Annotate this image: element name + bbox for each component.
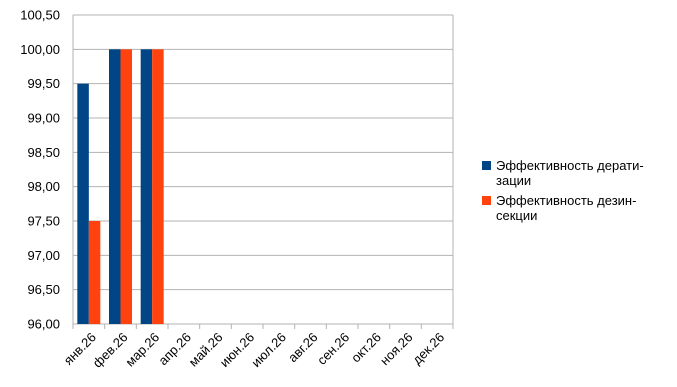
gridlines [73,14,453,325]
y-tick-label: 96,00 [27,317,60,332]
y-tick-label: 100,50 [20,8,60,23]
axes [72,15,454,329]
bar-disinsection-фев.26 [120,49,132,324]
x-tick-labels: янв.26фев.26мар.26апр.26май.26июн.26июл.… [61,330,448,371]
x-tick-label: дек.26 [409,330,447,368]
x-tick-label: июн.26 [217,330,257,370]
bar-disinsection-янв.26 [88,221,101,324]
y-tick-label: 100,00 [20,42,60,57]
bar-deratization-фев.26 [109,49,121,324]
bar-deratization-янв.26 [77,83,89,325]
y-tick-label: 97,50 [27,214,60,229]
y-tick-label: 99,00 [27,111,60,126]
legend: Эффективность дерати- зации Эффективность… [482,158,672,228]
x-tick-label: сен.26 [314,330,352,368]
legend-label: Эффективность дерати- зации [496,158,644,188]
x-tick-label: мар.26 [122,330,162,370]
y-tick-label: 98,50 [27,145,60,160]
x-tick-label: фев.26 [90,330,131,371]
x-tick-label: авг.26 [285,330,321,366]
x-tick-label: ноя.26 [377,330,416,369]
bars [77,49,164,325]
legend-swatch [482,161,491,170]
legend-item: Эффективность дезин- секции [482,193,672,223]
y-tick-label: 98,00 [27,179,60,194]
bar-disinsection-мар.26 [152,49,164,324]
legend-swatch [482,196,491,205]
y-tick-label: 99,50 [27,76,60,91]
y-tick-label: 97,00 [27,248,60,263]
bar-deratization-мар.26 [140,49,153,324]
y-tick-labels: 96,00 96,50 97,00 97,50 98,00 98,50 99,00 99,50… [20,8,60,332]
y-tick-label: 96,50 [27,282,60,297]
legend-item: Эффективность дерати- зации [482,158,672,188]
x-tick-label: июл.26 [248,330,289,371]
legend-label: Эффективность дезин- секции [496,193,637,223]
